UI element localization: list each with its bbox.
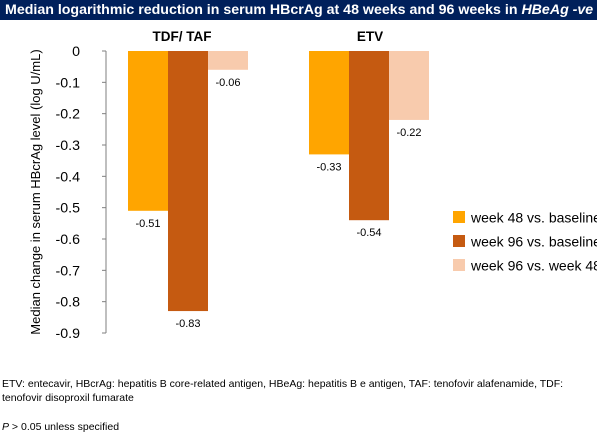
legend-label: week 96 vs. week 48: [470, 258, 597, 274]
y-tick-label: -0.5: [56, 201, 81, 217]
y-tick-label: -0.8: [56, 295, 81, 311]
bar: [208, 51, 248, 70]
y-tick-label: -0.1: [56, 75, 81, 91]
bar: [128, 51, 168, 211]
chart-title-end: patients: [593, 2, 597, 18]
y-tick-label: 0: [72, 44, 80, 60]
p-note-text: > 0.05 unless specified: [9, 421, 120, 433]
bar-data-label: -0.33: [316, 161, 341, 173]
category-label: ETV: [357, 29, 383, 44]
y-tick-label: -0.2: [56, 107, 81, 123]
legend-swatch: [453, 259, 465, 271]
y-tick-label: -0.4: [56, 169, 81, 185]
bar-chart: 0 -0.1 -0.2 -0.3 -0.4 -0.5 -0.6 -0.7 -0.8 -0.9 Med…: [28, 29, 597, 342]
bar-data-label: -0.06: [215, 77, 240, 89]
bar-data-label: -0.51: [135, 218, 160, 230]
y-axis-title: Median change in serum HBcrAg level (log…: [28, 49, 43, 334]
bar-data-label: -0.54: [356, 227, 381, 239]
chart-title-main: Median logarithmic reduction in serum HB…: [5, 2, 522, 18]
chart-title-emphasis: HBeAg -ve: [521, 2, 594, 18]
p-symbol: P: [2, 421, 10, 433]
chart-title-bar: Median logarithmic reduction in serum HB…: [0, 0, 597, 20]
category-label: TDF/ TAF: [153, 29, 212, 44]
bar: [309, 51, 349, 155]
legend-swatch: [453, 211, 465, 223]
bar-data-label: -0.22: [396, 127, 421, 139]
bar: [349, 51, 389, 221]
bar: [389, 51, 429, 120]
legend-label: week 48 vs. baseline: [470, 210, 597, 226]
y-tick-label: -0.7: [56, 263, 81, 279]
y-tick-label: -0.9: [56, 326, 81, 342]
legend-swatch: [453, 235, 465, 247]
bar-data-label: -0.83: [175, 318, 200, 330]
bar: [168, 51, 208, 312]
legend-label: week 96 vs. baseline: [470, 234, 597, 250]
chart-title: Median logarithmic reduction in serum HB…: [0, 2, 597, 18]
abbreviations-footnote: ETV: entecavir, HBcrAg: hepatitis B core…: [2, 378, 564, 404]
significance-note: P > 0.05 unless specified: [2, 420, 119, 434]
y-tick-label: -0.6: [56, 232, 81, 248]
y-tick-label: -0.3: [56, 138, 81, 154]
